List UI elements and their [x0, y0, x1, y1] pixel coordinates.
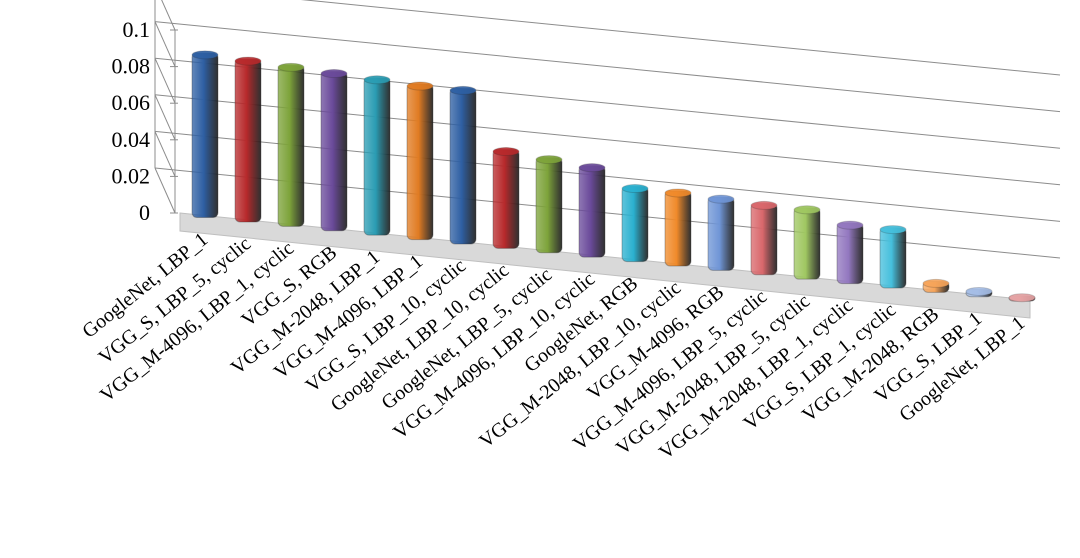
bar-top — [621, 184, 649, 194]
bar-body — [277, 64, 305, 227]
chart-bars — [191, 50, 1036, 303]
bar — [793, 205, 821, 280]
chart-floor-ledge — [179, 212, 1031, 319]
bar — [406, 81, 434, 241]
wall-gridline — [154, 131, 176, 177]
bar-top — [406, 81, 434, 91]
bar — [535, 155, 563, 254]
bar-body — [793, 207, 821, 280]
bar-top — [793, 205, 821, 215]
bar-top — [363, 75, 391, 85]
bar — [277, 62, 305, 227]
bar-top — [1008, 293, 1036, 303]
x-tick-label: VGG_M-4096, LBP_1, cyclic — [96, 237, 298, 407]
gridline — [300, 0, 1061, 76]
gridline — [154, 130, 1061, 222]
bar — [750, 200, 778, 276]
bar-body — [234, 58, 262, 223]
bar-top — [836, 220, 864, 230]
y-tick-label: 0.04 — [112, 127, 151, 152]
bar-body — [836, 222, 864, 285]
gridline — [154, 57, 1061, 149]
bar — [492, 147, 520, 249]
wall-gridline — [154, 167, 176, 214]
bar-body — [191, 52, 219, 219]
gridline — [154, 21, 1061, 113]
y-tick-label: 0.06 — [112, 90, 151, 115]
bar — [621, 184, 649, 263]
chart-floor — [179, 212, 1031, 319]
bar — [1008, 293, 1036, 303]
bar-top — [234, 56, 262, 66]
bar-body — [492, 149, 520, 249]
wall-gridline — [154, 94, 176, 141]
bar — [449, 85, 477, 245]
bar-top — [191, 50, 219, 60]
bar — [320, 69, 348, 232]
bar-body — [449, 87, 477, 245]
bar-top — [277, 62, 305, 72]
bar-top — [965, 286, 993, 296]
bar-top — [922, 278, 950, 288]
bar-body — [879, 227, 907, 289]
bar — [836, 220, 864, 285]
bar-body — [578, 165, 606, 258]
bar — [922, 278, 950, 293]
wall-gridline — [154, 21, 176, 67]
bar-body — [535, 157, 563, 254]
y-tick-label: 0.1 — [123, 17, 151, 42]
bar — [578, 163, 606, 258]
bar-body — [750, 202, 778, 276]
wall-gridline — [154, 57, 176, 104]
wall-gridline — [161, 0, 176, 31]
bar — [965, 286, 993, 298]
bar — [191, 50, 219, 219]
bar — [234, 56, 262, 223]
bar-top — [707, 194, 735, 204]
bar-body — [621, 186, 649, 263]
bar — [707, 194, 735, 271]
gridline — [154, 167, 1061, 259]
chart-gridlines — [154, 0, 1061, 259]
bar-body — [363, 77, 391, 236]
y-tick-label: 0.02 — [112, 163, 151, 188]
bar — [879, 225, 907, 289]
y-tick-label: 0.08 — [112, 54, 151, 79]
bar-top — [879, 225, 907, 235]
bar-top — [664, 188, 692, 198]
y-tick-label: 0 — [139, 200, 150, 225]
bar-top — [535, 155, 563, 165]
bar-body — [707, 196, 735, 271]
bar — [664, 188, 692, 267]
y-axis-ticks: 0 0.02 0.04 0.06 0.08 0.1 — [112, 17, 178, 225]
bar-top — [750, 200, 778, 210]
gridline — [154, 94, 1061, 186]
bar-body — [406, 83, 434, 241]
bar-body — [320, 71, 348, 232]
bar-body — [664, 190, 692, 267]
bar-top — [492, 147, 520, 157]
bar-top — [578, 163, 606, 173]
bar-top — [320, 69, 348, 79]
bar-top — [449, 85, 477, 95]
bar — [363, 75, 391, 236]
